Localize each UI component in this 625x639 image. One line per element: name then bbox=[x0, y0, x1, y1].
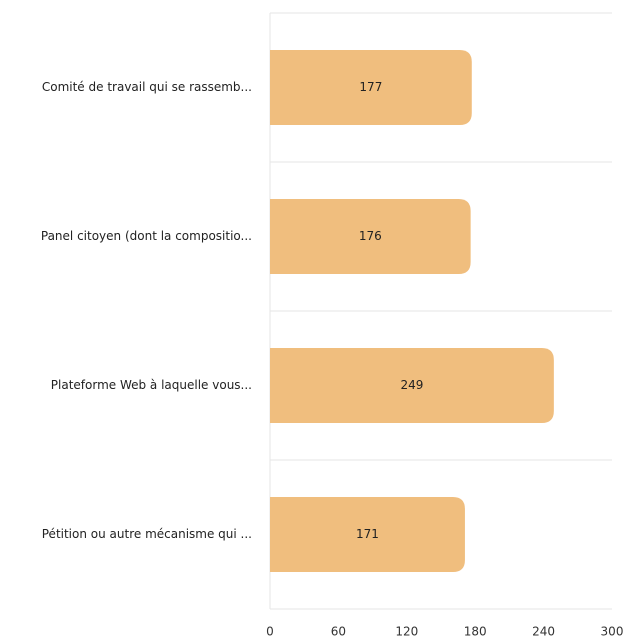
value-label: 171 bbox=[356, 527, 379, 541]
y-tick-label: Comité de travail qui se rassemb... bbox=[42, 80, 252, 94]
y-tick-label: Panel citoyen (dont la compositio... bbox=[41, 229, 252, 243]
bar bbox=[270, 50, 472, 125]
bar bbox=[270, 497, 465, 572]
value-label: 177 bbox=[359, 80, 382, 94]
x-tick-label: 60 bbox=[331, 625, 346, 639]
x-tick-label: 120 bbox=[395, 625, 418, 639]
x-tick-label: 0 bbox=[266, 625, 274, 639]
y-tick-label: Pétition ou autre mécanisme qui ... bbox=[42, 527, 252, 541]
y-tick-label: Plateforme Web à laquelle vous... bbox=[51, 378, 252, 392]
bar bbox=[270, 199, 471, 274]
x-tick-label: 180 bbox=[464, 625, 487, 639]
x-tick-label: 300 bbox=[601, 625, 624, 639]
bar bbox=[270, 348, 554, 423]
value-label: 249 bbox=[400, 378, 423, 392]
value-label: 176 bbox=[359, 229, 382, 243]
x-tick-label: 240 bbox=[532, 625, 555, 639]
